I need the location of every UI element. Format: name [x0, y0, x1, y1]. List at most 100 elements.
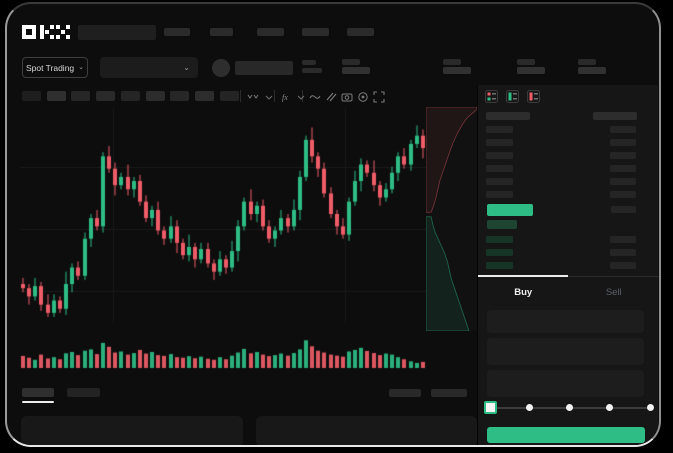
toolbar-divider — [302, 90, 303, 102]
ask-amount-placeholder — [610, 178, 636, 185]
stat-label-placeholder — [517, 59, 535, 65]
ask-amount-placeholder — [610, 152, 636, 159]
device-frame: Spot Trading ⌄ ⌄ fx — [5, 2, 661, 447]
interval-placeholder[interactable] — [194, 91, 214, 101]
amount-slider-handle[interactable] — [484, 401, 497, 414]
settings-icon[interactable] — [356, 90, 370, 103]
bid-amount-placeholder — [610, 262, 636, 269]
orderbook-row[interactable] — [478, 236, 659, 246]
ask-price-placeholder — [486, 152, 513, 159]
orderbook-row[interactable] — [478, 152, 659, 162]
nav-item-placeholder[interactable] — [347, 28, 374, 36]
bottom-tab-indicator — [22, 401, 54, 403]
stat-value-placeholder — [443, 67, 471, 74]
amount-slider-stop[interactable] — [525, 404, 533, 411]
interval-placeholder[interactable] — [96, 91, 116, 101]
bottom-tab-placeholder[interactable] — [67, 388, 100, 397]
compare-icon[interactable] — [324, 90, 338, 103]
orderbook-row[interactable] — [478, 139, 659, 149]
bid-price-bar[interactable] — [487, 220, 517, 229]
orderbook-row[interactable] — [478, 249, 659, 259]
stat-label-placeholder — [302, 60, 316, 65]
orderbook-row[interactable] — [478, 126, 659, 136]
stat-value-placeholder — [302, 68, 322, 73]
nav-item-placeholder[interactable] — [164, 28, 190, 36]
stat-label-placeholder — [342, 59, 360, 65]
pair-name-placeholder — [235, 61, 293, 75]
nav-item-placeholder[interactable] — [302, 28, 329, 36]
tabs-divider — [478, 276, 659, 277]
stat-value-placeholder — [517, 67, 545, 74]
ask-price-placeholder — [486, 126, 513, 133]
product-selector[interactable]: Spot Trading ⌄ — [22, 57, 88, 78]
orderbook-view-all-icon[interactable] — [485, 90, 498, 103]
chevron-down-icon[interactable] — [262, 90, 276, 103]
toolbar-divider — [274, 90, 275, 102]
ask-price-placeholder — [486, 178, 513, 185]
fullscreen-icon[interactable] — [372, 90, 386, 103]
orderbook-row[interactable] — [478, 178, 659, 188]
chevron-down-icon: ⌄ — [78, 64, 85, 71]
bid-amount-placeholder — [610, 249, 636, 256]
product-selector-label: Spot Trading — [25, 62, 75, 73]
buy-button[interactable] — [487, 427, 645, 443]
last-amount-placeholder — [611, 206, 636, 213]
bottom-action-placeholder[interactable] — [389, 389, 421, 397]
depth-chart — [426, 107, 477, 331]
interval-placeholder[interactable] — [145, 91, 165, 101]
depth-bids-area — [426, 217, 469, 331]
amount-slider-stop[interactable] — [606, 404, 614, 411]
okx-logo[interactable] — [22, 24, 70, 40]
bid-price-placeholder — [486, 262, 513, 269]
candlestick-chart[interactable] — [20, 107, 426, 371]
interval-placeholder[interactable] — [71, 91, 91, 101]
orderbook-row[interactable] — [478, 262, 659, 272]
price-input-placeholder[interactable] — [487, 310, 644, 333]
ask-amount-placeholder — [610, 126, 636, 133]
amount-slider-stop[interactable] — [646, 404, 654, 411]
open-orders-panel — [21, 416, 243, 445]
ask-amount-placeholder — [610, 139, 636, 146]
total-input-placeholder[interactable] — [487, 370, 644, 397]
order-history-panel — [256, 416, 477, 445]
bottom-action-placeholder[interactable] — [431, 389, 467, 397]
trade-sidebar: Buy Sell — [477, 85, 659, 445]
orderbook-view-bids-icon[interactable] — [506, 90, 519, 103]
orderbook-row[interactable] — [478, 191, 659, 201]
amount-slider-stop[interactable] — [566, 404, 573, 411]
bid-price-placeholder — [486, 249, 513, 256]
chevron-down-icon[interactable] — [294, 90, 308, 103]
interval-placeholder[interactable] — [46, 91, 66, 101]
ask-price-placeholder — [486, 165, 513, 172]
orderbook-view-asks-icon[interactable] — [527, 90, 540, 103]
tab-buy[interactable]: Buy — [514, 286, 533, 298]
bottom-tab-active-placeholder[interactable] — [22, 388, 54, 397]
ask-price-placeholder — [486, 139, 513, 146]
tab-sell[interactable]: Sell — [605, 286, 622, 298]
nav-item-placeholder[interactable] — [257, 28, 284, 36]
indicators-fx-icon[interactable]: fx — [280, 90, 294, 103]
pair-selector[interactable]: ⌄ — [100, 57, 198, 78]
toolbar-divider — [240, 90, 241, 102]
amount-input-placeholder[interactable] — [487, 338, 644, 365]
interval-placeholder[interactable] — [219, 91, 239, 101]
svg-text:fx: fx — [282, 93, 288, 102]
orderbook-price-header-placeholder — [486, 112, 530, 120]
buy-sell-tabs: Buy Sell — [478, 278, 659, 306]
last-price-bar[interactable] — [487, 204, 533, 216]
bid-price-placeholder — [486, 236, 513, 243]
orderbook-row[interactable] — [478, 165, 659, 175]
camera-icon[interactable] — [340, 90, 354, 103]
chevron-down-icon: ⌄ — [183, 63, 190, 72]
interval-placeholder[interactable] — [170, 91, 190, 101]
bid-amount-placeholder — [610, 236, 636, 243]
ask-amount-placeholder — [610, 165, 636, 172]
interval-placeholder[interactable] — [120, 91, 140, 101]
header-menu-placeholder[interactable] — [78, 25, 156, 40]
line-chart-icon[interactable] — [308, 90, 322, 103]
interval-placeholder[interactable] — [22, 91, 41, 101]
pair-coin-icon — [212, 59, 230, 77]
nav-item-placeholder[interactable] — [210, 28, 233, 36]
candle-style-icon[interactable] — [246, 90, 260, 103]
ask-amount-placeholder — [610, 191, 636, 198]
